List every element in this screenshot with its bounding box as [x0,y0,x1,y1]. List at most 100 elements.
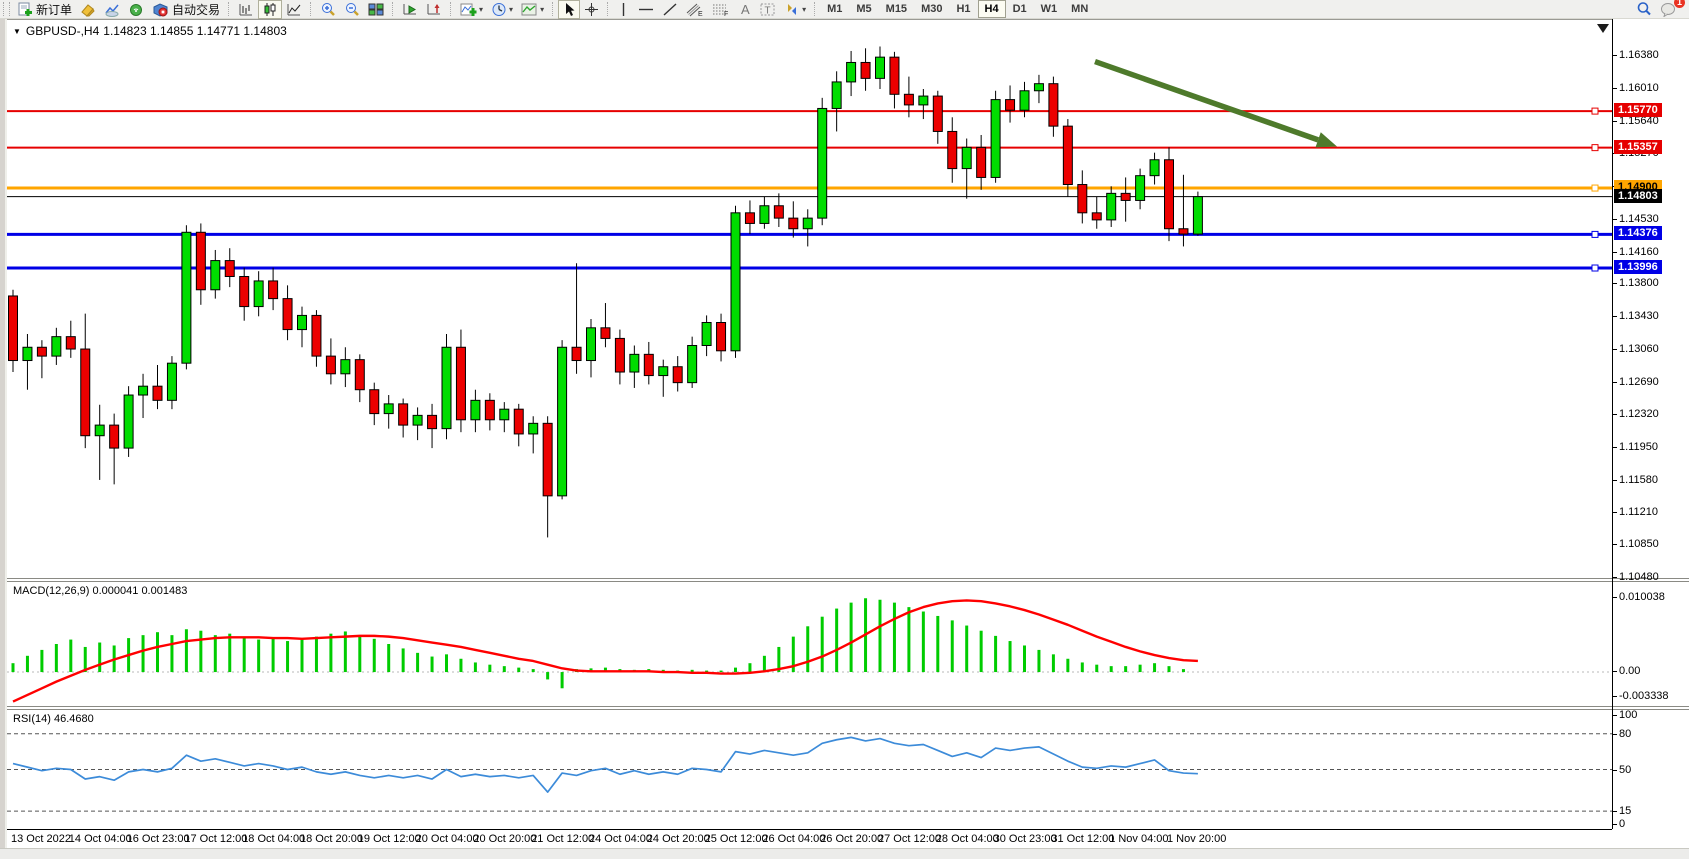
trend-arrow[interactable] [1094,58,1337,148]
candle-body [1120,192,1131,201]
rsi-chart-canvas[interactable] [7,710,1612,829]
candlestick-mode-button[interactable] [258,0,283,19]
price-chart-canvas[interactable] [7,20,1612,579]
candle-body [643,353,654,377]
candle-body [1178,228,1189,235]
candle-body [903,93,914,106]
search-button[interactable] [1632,0,1656,19]
trendline-tool-button[interactable] [658,0,682,19]
crosshair-tool-button[interactable] [580,0,603,19]
candle-body [571,346,582,362]
candle-body [325,355,336,375]
timeframe-h4-button[interactable]: H4 [977,0,1006,18]
candle-body [629,353,640,373]
date-tick: 1 Nov 20:00 [1167,833,1227,845]
date-tick: 31 Oct 12:00 [1051,833,1115,845]
timeframe-m30-button[interactable]: M30 [921,3,943,15]
bar-chart-mode-button[interactable] [234,0,258,19]
timeframe-m5-button[interactable]: M5 [856,3,872,15]
autotrading-button[interactable]: 自动交易 [148,0,224,19]
timeframe-d1-button[interactable]: D1 [1012,3,1027,15]
macd-chart-canvas[interactable] [7,582,1612,706]
candle-body [195,231,206,291]
level-line-handle[interactable] [1591,184,1599,192]
chart-shift-marker[interactable] [1597,24,1609,33]
candle-body [947,130,958,170]
date-tick: 20 Oct 04:00 [415,833,479,845]
candle-body [166,362,177,401]
candle-body [455,346,466,421]
price-axis[interactable]: 1.163801.160101.156401.152701.149001.145… [1613,19,1689,583]
indicators-dropdown-caret: ▾ [479,4,484,14]
templates-button[interactable]: ▾ [517,0,548,19]
macd-axis[interactable]: 0.010038 0.00 -0.003338 [1612,582,1689,706]
price-axis-border [1612,19,1613,829]
market-watch-button[interactable] [100,0,124,19]
candle-body [513,408,524,435]
candle-body [499,408,510,421]
channel-tool-button[interactable]: E [682,0,708,19]
toolbar-separator [228,2,230,16]
zoom-in-button[interactable] [316,0,340,19]
timeframe-mn-button[interactable]: MN [1071,3,1089,15]
arrows-tool-button[interactable]: ▾ [780,0,810,19]
auto-scroll-button[interactable] [398,0,422,19]
candle-body [889,56,900,95]
candle-body [932,95,943,132]
notifications-button[interactable]: 1 [1656,0,1685,19]
timeframe-m1-button[interactable]: M1 [827,3,843,15]
candle-body [701,321,712,346]
rsi-pane[interactable] [7,710,1612,829]
rsi-axis[interactable]: 100 80 50 15 0 [1612,709,1689,830]
level-line-handle[interactable] [1591,230,1599,238]
main-price-pane[interactable] [7,19,1612,579]
candle-body [109,424,120,449]
periods-button[interactable]: ▾ [487,0,517,19]
level-price-badge: 1.13996 [1614,260,1662,274]
timeframe-h1-button[interactable]: H1 [956,3,971,15]
candle-body [990,99,1001,178]
text-tool-button[interactable]: A [734,0,756,19]
fibonacci-tool-button[interactable]: F [708,0,734,19]
chart-shift-button[interactable] [422,0,446,19]
notification-count-badge: 1 [1674,0,1685,8]
price-tick: 1.10480 [1613,571,1659,583]
timeframe-w1-button[interactable]: W1 [1040,3,1058,15]
chart-collapse-icon[interactable]: ▼ [13,26,21,36]
line-chart-mode-button[interactable] [282,0,306,19]
candle-body [152,385,163,401]
candle-body [788,217,799,230]
date-axis[interactable]: 13 Oct 2022 14 Oct 04:00 16 Oct 23:00 17 Oc… [7,830,1689,848]
macd-indicator-label: MACD(12,26,9) 0.000041 0.001483 [13,585,188,597]
cursor-tool-button[interactable] [558,0,581,19]
level-line-handle[interactable] [1591,107,1599,115]
candle-body [860,61,871,79]
vertical-line-tool-button[interactable] [613,0,634,19]
candle-body [1019,90,1030,111]
candle-body [441,346,452,430]
svg-text:F: F [724,11,728,17]
level-price-badge: 1.15770 [1614,103,1662,118]
candle-body [600,327,611,339]
candle-body [672,366,683,384]
candle-body [8,295,18,362]
candle-body [730,212,741,352]
new-order-button[interactable]: 新订单 [13,0,76,19]
signals-button[interactable] [124,0,148,19]
rsi-tick: 0 [1612,818,1626,830]
indicators-button[interactable]: ▾ [456,0,487,19]
eraser-button[interactable] [76,0,100,19]
candle-body [224,260,235,278]
level-line-handle[interactable] [1591,264,1599,272]
zoom-out-button[interactable] [340,0,364,19]
timeframe-m15-button[interactable]: M15 [885,3,908,15]
pane-separator[interactable] [7,578,1689,582]
pane-separator[interactable] [7,706,1689,710]
rsi-line [12,736,1198,793]
text-label-tool-button[interactable]: T [756,0,780,19]
tile-windows-button[interactable] [364,0,388,19]
macd-pane[interactable] [7,582,1612,706]
horizontal-line-tool-button[interactable] [634,0,658,19]
level-line-handle[interactable] [1591,144,1599,152]
toolbar-grip[interactable] [3,2,10,16]
